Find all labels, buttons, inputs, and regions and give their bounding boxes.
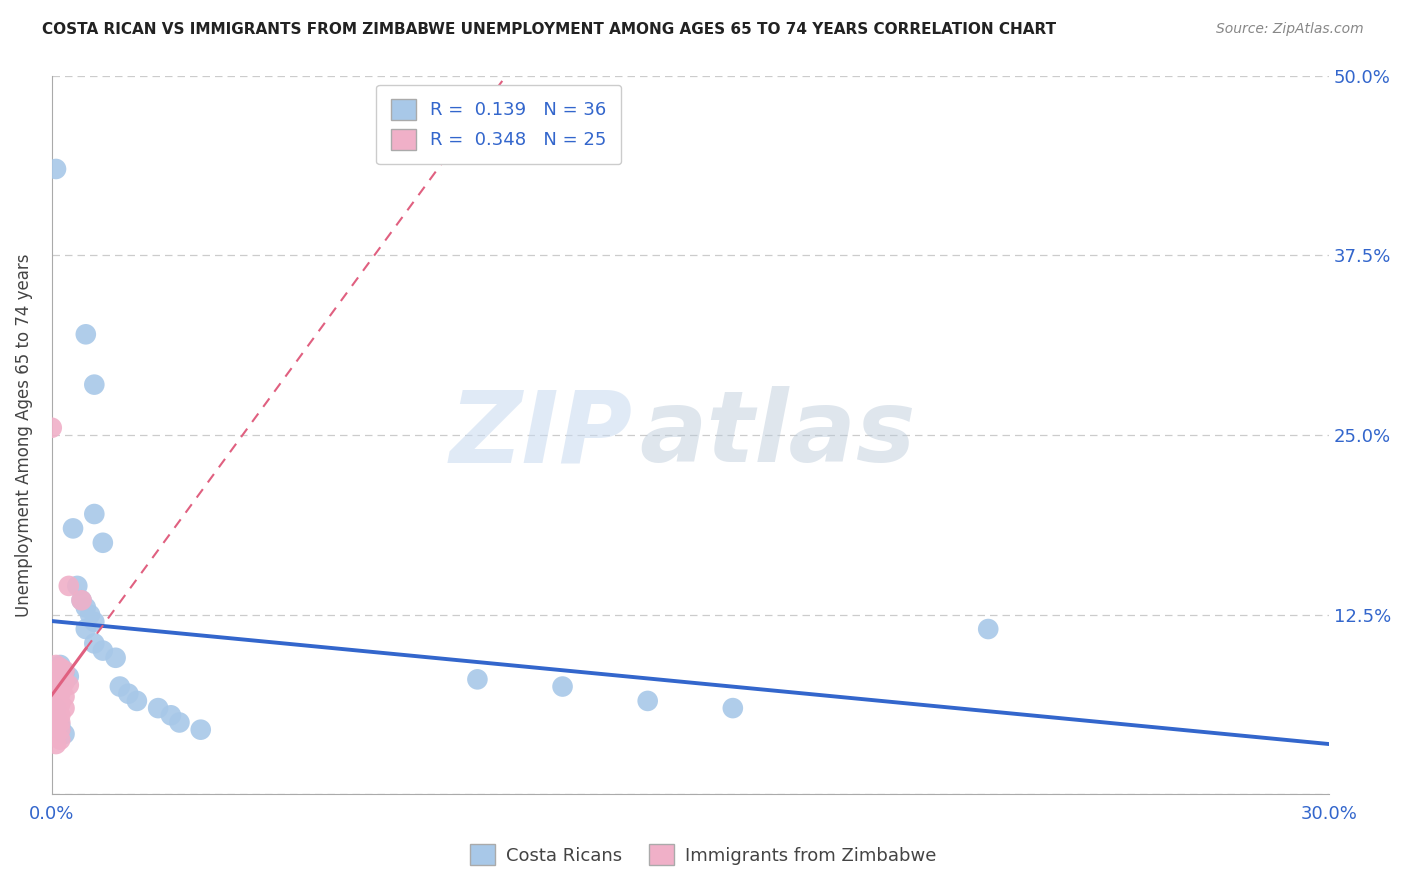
Point (49, 657, 72, 672)
Point (66, 579, 89, 593)
Point (108, 680, 131, 694)
Point (45, 718, 67, 732)
Point (75, 327, 97, 342)
Point (45, 701, 67, 715)
Point (169, 715, 191, 730)
Point (49, 661, 72, 675)
Point (45, 706, 67, 720)
Point (467, 673, 489, 687)
Legend: R =  0.139   N = 36, R =  0.348   N = 25: R = 0.139 N = 36, R = 0.348 N = 25 (377, 85, 621, 164)
Point (49, 687, 72, 701)
Point (75, 622, 97, 636)
Point (70, 593, 93, 607)
Point (79, 607, 101, 622)
Text: Source: ZipAtlas.com: Source: ZipAtlas.com (1216, 22, 1364, 37)
Point (45, 669, 67, 683)
Point (49, 708, 72, 723)
Point (83, 507, 105, 521)
Point (45, 657, 67, 672)
Point (83, 615, 105, 629)
Point (45, 708, 67, 723)
Point (70, 593, 93, 607)
Point (45, 694, 67, 708)
Point (53, 727, 76, 741)
Point (91, 643, 114, 657)
Point (75, 600, 97, 615)
Point (53, 675, 76, 690)
Point (53, 665, 76, 680)
Point (49, 732, 72, 747)
Point (49, 723, 72, 737)
Point (125, 694, 148, 708)
Point (721, 701, 744, 715)
Point (190, 723, 212, 737)
Point (45, 684, 67, 698)
Text: ZIP: ZIP (450, 386, 633, 483)
Point (91, 535, 114, 549)
Point (53, 690, 76, 704)
Legend: Costa Ricans, Immigrants from Zimbabwe: Costa Ricans, Immigrants from Zimbabwe (461, 835, 945, 874)
Y-axis label: Unemployment Among Ages 65 to 74 years: Unemployment Among Ages 65 to 74 years (15, 253, 32, 616)
Point (83, 377, 105, 392)
Point (49, 697, 72, 711)
Text: COSTA RICAN VS IMMIGRANTS FROM ZIMBABWE UNEMPLOYMENT AMONG AGES 65 TO 74 YEARS C: COSTA RICAN VS IMMIGRANTS FROM ZIMBABWE … (42, 22, 1056, 37)
Point (83, 636, 105, 650)
Point (146, 701, 169, 715)
Point (49, 715, 72, 730)
Point (53, 664, 76, 678)
Point (45, 715, 67, 730)
Point (41, 421, 63, 435)
Point (62, 521, 84, 535)
Point (49, 723, 72, 737)
Point (160, 708, 183, 723)
Point (58, 669, 80, 683)
Point (49, 673, 72, 687)
Point (45, 737, 67, 751)
Point (45, 713, 67, 727)
Point (49, 718, 72, 732)
Point (117, 687, 139, 701)
Point (58, 579, 80, 593)
Point (53, 701, 76, 715)
Point (104, 650, 127, 665)
Point (45, 161, 67, 176)
Point (45, 727, 67, 741)
Point (58, 678, 80, 692)
Text: atlas: atlas (640, 386, 915, 483)
Point (551, 680, 574, 694)
Point (637, 694, 659, 708)
Point (977, 622, 1000, 636)
